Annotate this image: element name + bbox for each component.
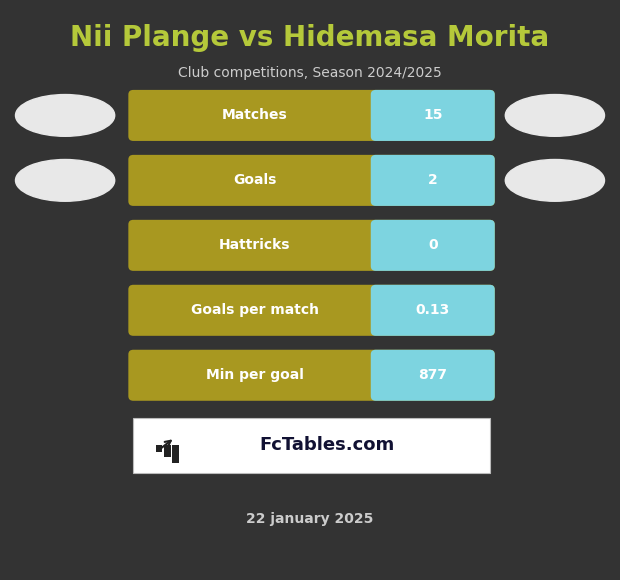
- Bar: [156, 445, 162, 452]
- Text: 0: 0: [428, 238, 438, 252]
- Bar: [376, 354, 385, 396]
- Bar: [376, 224, 385, 266]
- Bar: [376, 95, 385, 136]
- FancyBboxPatch shape: [128, 285, 495, 336]
- Text: Nii Plange vs Hidemasa Morita: Nii Plange vs Hidemasa Morita: [71, 24, 549, 52]
- Text: Club competitions, Season 2024/2025: Club competitions, Season 2024/2025: [178, 66, 442, 79]
- Text: 0.13: 0.13: [415, 303, 450, 317]
- Text: Goals per match: Goals per match: [190, 303, 319, 317]
- FancyBboxPatch shape: [371, 220, 495, 271]
- Text: Min per goal: Min per goal: [206, 368, 303, 382]
- FancyBboxPatch shape: [128, 220, 495, 271]
- Text: 15: 15: [423, 108, 443, 122]
- Ellipse shape: [16, 160, 115, 201]
- FancyBboxPatch shape: [128, 155, 495, 206]
- Ellipse shape: [505, 95, 604, 136]
- FancyBboxPatch shape: [371, 155, 495, 206]
- Bar: [172, 445, 179, 463]
- FancyBboxPatch shape: [128, 90, 495, 141]
- FancyBboxPatch shape: [133, 418, 490, 473]
- Text: FcTables.com: FcTables.com: [259, 436, 395, 454]
- Bar: [164, 445, 171, 457]
- Ellipse shape: [505, 160, 604, 201]
- Bar: [376, 289, 385, 331]
- Text: Matches: Matches: [221, 108, 288, 122]
- Text: 22 january 2025: 22 january 2025: [246, 512, 374, 526]
- Text: 877: 877: [418, 368, 447, 382]
- FancyBboxPatch shape: [371, 285, 495, 336]
- FancyBboxPatch shape: [371, 90, 495, 141]
- FancyBboxPatch shape: [371, 350, 495, 401]
- Bar: [376, 160, 385, 201]
- FancyBboxPatch shape: [128, 350, 495, 401]
- Text: Hattricks: Hattricks: [219, 238, 290, 252]
- Text: Goals: Goals: [233, 173, 276, 187]
- Text: 2: 2: [428, 173, 438, 187]
- Ellipse shape: [16, 95, 115, 136]
